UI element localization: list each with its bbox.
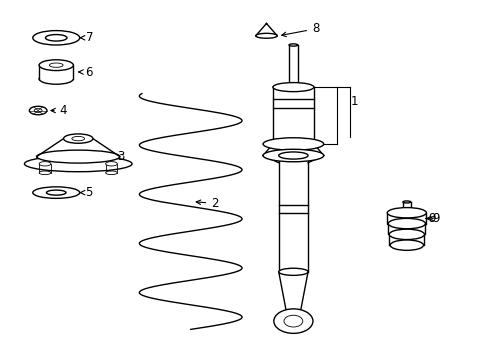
Polygon shape <box>387 224 425 234</box>
Ellipse shape <box>39 171 51 175</box>
Polygon shape <box>278 156 307 272</box>
Ellipse shape <box>105 162 117 166</box>
Ellipse shape <box>263 138 323 150</box>
Ellipse shape <box>273 309 312 333</box>
Ellipse shape <box>388 229 424 239</box>
Text: 5: 5 <box>80 186 93 199</box>
Text: 4: 4 <box>51 104 67 117</box>
Polygon shape <box>39 65 73 79</box>
Polygon shape <box>388 234 424 245</box>
Ellipse shape <box>278 268 307 275</box>
Polygon shape <box>272 87 313 144</box>
Text: 8: 8 <box>281 22 319 37</box>
Ellipse shape <box>29 106 47 115</box>
Text: 9: 9 <box>425 212 438 225</box>
Ellipse shape <box>105 171 117 175</box>
Ellipse shape <box>402 201 410 203</box>
Ellipse shape <box>33 31 80 45</box>
Ellipse shape <box>263 149 323 162</box>
Ellipse shape <box>34 109 42 112</box>
Ellipse shape <box>46 190 66 195</box>
Ellipse shape <box>33 187 80 198</box>
Ellipse shape <box>49 63 63 67</box>
Polygon shape <box>402 202 410 213</box>
Ellipse shape <box>39 73 73 84</box>
Text: 7: 7 <box>80 31 93 44</box>
Text: 9: 9 <box>427 212 434 225</box>
Text: 2: 2 <box>196 197 218 210</box>
Ellipse shape <box>389 240 423 250</box>
Text: 3: 3 <box>101 150 124 163</box>
Ellipse shape <box>39 60 73 71</box>
Polygon shape <box>386 213 426 224</box>
Ellipse shape <box>63 134 93 143</box>
Ellipse shape <box>387 219 425 229</box>
Ellipse shape <box>39 162 51 166</box>
Polygon shape <box>37 139 120 157</box>
Ellipse shape <box>288 44 297 46</box>
Ellipse shape <box>37 150 120 163</box>
Polygon shape <box>288 45 297 87</box>
Polygon shape <box>263 144 323 156</box>
Ellipse shape <box>72 136 84 141</box>
Ellipse shape <box>386 208 426 218</box>
Text: 6: 6 <box>79 66 93 78</box>
Ellipse shape <box>24 156 132 172</box>
Ellipse shape <box>278 152 307 159</box>
Ellipse shape <box>272 82 313 92</box>
Ellipse shape <box>272 139 313 149</box>
Ellipse shape <box>45 35 67 41</box>
Text: 1: 1 <box>350 95 358 108</box>
Ellipse shape <box>255 33 277 38</box>
Ellipse shape <box>284 315 302 327</box>
